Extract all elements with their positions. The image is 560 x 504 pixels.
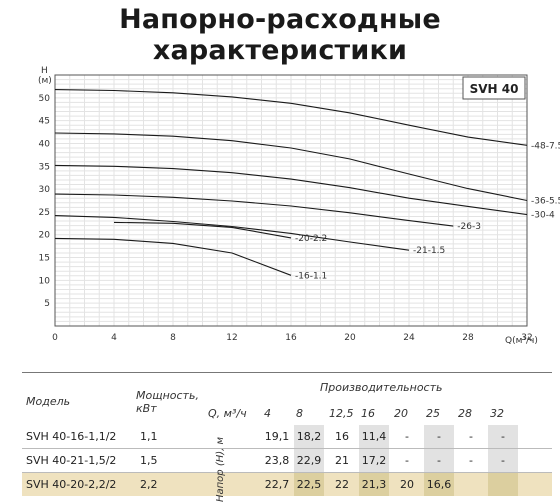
- row-value: 22,7: [264, 478, 290, 491]
- x-tick-label: 20: [344, 333, 356, 343]
- y-axis-label-unit: (м): [38, 76, 52, 86]
- row-value: 11,4: [359, 425, 389, 448]
- y-tick-label: 10: [39, 276, 51, 286]
- flow-header: 12,5: [329, 407, 354, 420]
- series-label: -36-5.5: [531, 197, 560, 207]
- series-line: [113, 221, 292, 239]
- x-tick-label: 24: [403, 333, 415, 343]
- series-line: [54, 215, 410, 251]
- col-power-header-line2: кВт: [136, 402, 157, 415]
- row-value: -: [469, 430, 473, 443]
- x-tick-label: 0: [52, 333, 58, 343]
- row-model: SVH 40-21-1,5/2: [26, 454, 117, 467]
- row-value: 22: [335, 478, 349, 491]
- y-tick-label: 5: [44, 299, 50, 309]
- row-value: 18,2: [294, 425, 324, 448]
- series-label: -16-1.1: [295, 271, 327, 281]
- table-row: SVH 40-21-1,5/2 1,5 23,8 22,9 21 17,2 - - - -: [22, 449, 552, 472]
- row-value: -: [424, 425, 454, 448]
- y-tick-label: 40: [39, 139, 51, 149]
- table-header: Модель Мощность, кВт Производительность …: [22, 372, 552, 425]
- x-tick-label: 32: [521, 333, 532, 343]
- row-value: -: [488, 425, 518, 448]
- performance-table: Модель Мощность, кВт Производительность …: [22, 372, 552, 502]
- row-value: 16: [335, 430, 349, 443]
- row-value: -: [405, 430, 409, 443]
- row-power: 1,5: [140, 454, 158, 467]
- row-value: 21: [335, 454, 349, 467]
- page-title: Напорно-расходные характеристики: [119, 4, 441, 66]
- row-value: -: [424, 449, 454, 472]
- row-value: 17,2: [359, 449, 389, 472]
- col-head-vertical-label: Напор (Н), м: [215, 436, 226, 502]
- row-value: 21,3: [359, 473, 389, 496]
- row-power: 2,2: [140, 478, 158, 491]
- series-label: -21-1.5: [413, 246, 445, 256]
- row-value: 22,9: [294, 449, 324, 472]
- row-divider: [22, 448, 552, 449]
- row-value: -: [405, 454, 409, 467]
- series-line: [54, 132, 528, 202]
- flow-header: 4: [264, 407, 271, 420]
- flow-header: 28: [458, 407, 472, 420]
- flow-header: 16: [361, 407, 375, 420]
- col-model-header: Модель: [26, 395, 71, 408]
- flow-header: 20: [394, 407, 408, 420]
- chart-grid: [55, 75, 527, 326]
- chart-ticks: 0 4 8 12 16 20 24 28 32 5 10 15 20 25 30 35 40 45 50: [39, 94, 533, 343]
- col-power-header-line1: Мощность,: [136, 389, 199, 402]
- row-model: SVH 40-20-2,2/2: [26, 478, 117, 491]
- row-value: -: [488, 449, 518, 472]
- series-line: [54, 89, 528, 146]
- x-tick-label: 8: [170, 333, 176, 343]
- x-tick-label: 12: [226, 333, 237, 343]
- row-model: SVH 40-16-1,1/2: [26, 430, 117, 443]
- y-tick-label: 50: [39, 94, 51, 104]
- row-value: 23,8: [264, 454, 290, 467]
- y-tick-label: 45: [39, 117, 50, 127]
- row-value: 22,5: [294, 473, 324, 496]
- y-tick-label: 35: [39, 162, 50, 172]
- x-tick-label: 16: [285, 333, 297, 343]
- flow-header: 32: [490, 407, 504, 420]
- series-line: [54, 193, 454, 227]
- head-flow-chart: -48-7.5 -36-5.5 -30-4 -26-3 -21-1.5 -20-2.2 -1…: [38, 66, 560, 346]
- x-tick-label: 28: [462, 333, 474, 343]
- flow-header: 8: [296, 407, 303, 420]
- flow-header: 25: [426, 407, 440, 420]
- row-value: 16,6: [424, 473, 454, 496]
- series-line: [54, 164, 528, 216]
- model-label-box: [462, 76, 526, 100]
- row-value: 20: [400, 478, 414, 491]
- row-divider: [22, 472, 552, 473]
- y-tick-label: 20: [39, 231, 51, 241]
- model-label: SVH 40: [470, 82, 519, 96]
- table-row: SVH 40-16-1,1/2 1,1 19,1 18,2 16 11,4 - - - -: [22, 425, 552, 448]
- chart-curves: -48-7.5 -36-5.5 -30-4 -26-3 -21-1.5 -20-2.2 -1…: [54, 89, 560, 281]
- row-value: 19,1: [264, 430, 290, 443]
- table-row: SVH 40-20-2,2/2 2,2 22,7 22,5 22 21,3 20 16,6: [22, 473, 552, 496]
- row-value: [488, 473, 518, 496]
- series-label: -26-3: [457, 222, 481, 232]
- series-label: -20-2.2: [295, 234, 327, 244]
- y-tick-label: 25: [39, 208, 50, 218]
- col-q-header: Q, м³/ч: [208, 407, 247, 420]
- series-line: [54, 237, 292, 276]
- row-value: -: [469, 454, 473, 467]
- y-tick-label: 30: [39, 185, 51, 195]
- series-label: -48-7.5: [531, 141, 560, 151]
- x-tick-label: 4: [111, 333, 117, 343]
- series-label: -30-4: [531, 211, 555, 221]
- col-perf-header: Производительность: [320, 381, 443, 394]
- y-axis-label-top: Н: [41, 66, 48, 76]
- y-tick-label: 15: [39, 254, 50, 264]
- row-power: 1,1: [140, 430, 158, 443]
- x-axis-label: Q(м³/ч): [505, 336, 538, 346]
